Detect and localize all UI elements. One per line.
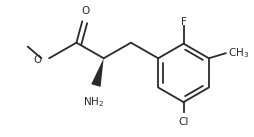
Text: F: F: [181, 17, 186, 27]
Text: O: O: [81, 6, 89, 16]
Text: Cl: Cl: [178, 117, 189, 127]
Text: O: O: [33, 55, 41, 65]
Text: CH$_3$: CH$_3$: [228, 46, 249, 60]
Text: NH$_2$: NH$_2$: [83, 95, 104, 109]
Polygon shape: [91, 58, 104, 87]
